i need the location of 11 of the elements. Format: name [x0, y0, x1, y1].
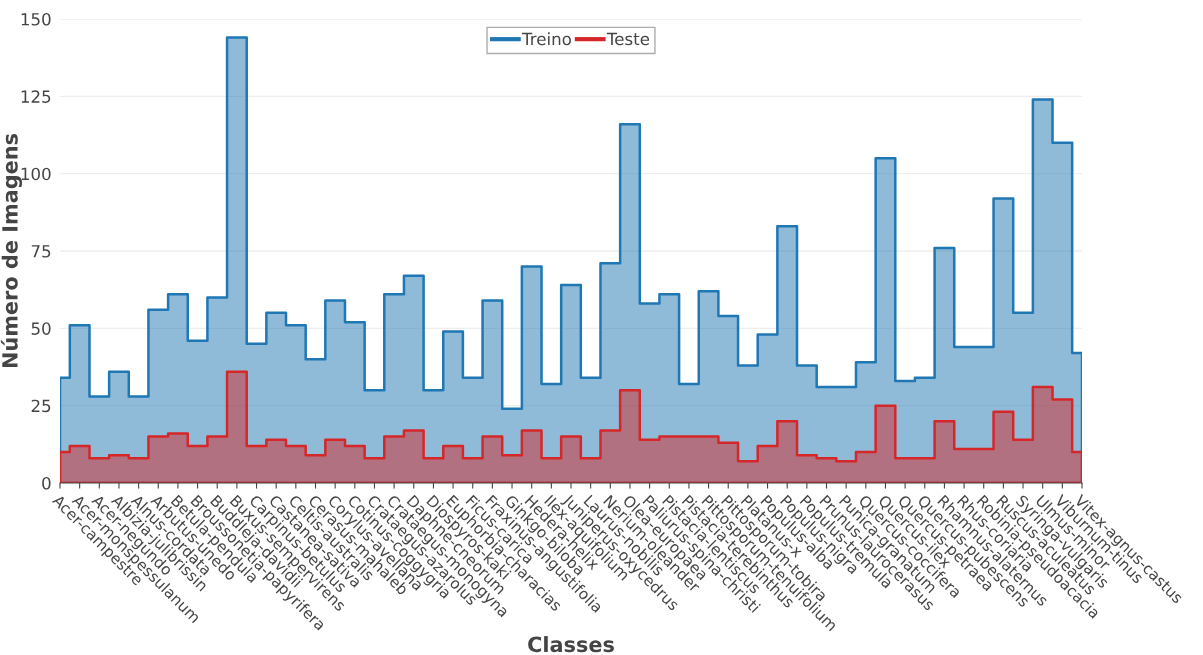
y-tick-label: 150 [21, 12, 51, 26]
y-tick-label: 50 [31, 322, 51, 335]
y-tick-label: 75 [31, 245, 51, 258]
x-axis-title: Classes [528, 636, 614, 653]
legend-label: Treino [521, 32, 571, 46]
y-tick-label: 0 [42, 476, 51, 490]
legend-label: Teste [606, 32, 650, 46]
y-tick-label: 125 [21, 90, 51, 103]
y-tick-label: 100 [21, 167, 51, 181]
y-tick-label: 25 [31, 399, 51, 413]
y-axis-title: Número de Imagens [0, 133, 22, 368]
